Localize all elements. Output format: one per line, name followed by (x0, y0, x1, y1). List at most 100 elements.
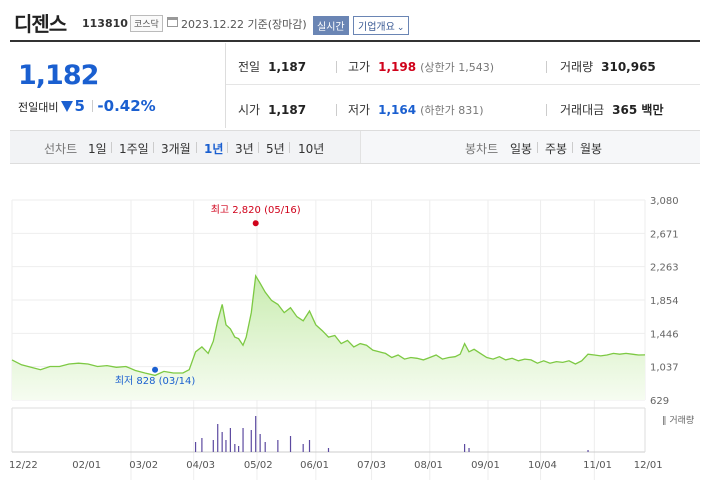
y-tick-label: 629 (650, 396, 669, 407)
y-tick-label: 2,263 (650, 263, 679, 274)
price-box: 1,182 전일대비 5 -0.42% (10, 43, 226, 128)
change-row: 전일대비 5 -0.42% (18, 97, 156, 115)
y-tick-label: 1,854 (650, 296, 679, 307)
volume-bar (289, 436, 292, 452)
realtime-button[interactable]: 실시간 (313, 16, 349, 35)
period-separator (227, 142, 228, 153)
volume-bar (277, 440, 279, 452)
period-separator (196, 142, 197, 153)
volume-bar (463, 444, 466, 452)
volume-bar (217, 424, 219, 452)
current-price: 1,182 (18, 60, 99, 91)
candle-monthly[interactable]: 월봉 (580, 142, 603, 156)
period-1w[interactable]: 1주일 (119, 142, 149, 156)
change-abs: 5 (74, 97, 85, 115)
stock-code: 113810 (82, 17, 128, 30)
max-marker (252, 220, 259, 227)
volume-bar (302, 444, 304, 452)
change-label: 전일대비 (18, 101, 59, 114)
market-badge: 코스닥 (130, 15, 163, 32)
period-separator (111, 142, 112, 153)
x-tick-label: 02/01 (72, 460, 101, 471)
candle-chart-label: 봉차트 (465, 142, 499, 156)
period-1d[interactable]: 1일 (88, 142, 107, 156)
period-separator (537, 142, 538, 153)
period-3y[interactable]: 3년 (235, 142, 254, 156)
period-5y[interactable]: 5년 (266, 142, 285, 156)
price-area (12, 275, 645, 400)
volume-bar (587, 450, 589, 452)
chevron-down-icon: ⌄ (396, 23, 405, 33)
candle-daily[interactable]: 일봉 (510, 142, 533, 156)
x-tick-label: 10/04 (528, 460, 557, 471)
volume-bar (327, 448, 330, 452)
min-marker (152, 366, 159, 373)
max-label: 최고 2,820 (05/16) (211, 204, 301, 216)
candle-weekly[interactable]: 주봉 (545, 142, 568, 156)
x-tick-label: 04/03 (186, 460, 215, 471)
candle-section (360, 131, 700, 163)
chart-markers: 최고 2,820 (05/16) 최저 828 (03/14) (115, 204, 301, 387)
y-tick-label: 2,671 (650, 229, 679, 240)
stat-low: 저가 1,164 (하한가 831) (348, 103, 484, 117)
period-separator (258, 142, 259, 153)
volume-bar (264, 442, 266, 452)
stat-separator (546, 104, 547, 116)
volume-bar (308, 440, 311, 452)
period-1y[interactable]: 1년 (204, 142, 224, 156)
stat-high: 고가 1,198 (상한가 1,543) (348, 60, 494, 74)
min-label: 최저 828 (03/14) (115, 375, 196, 387)
period-3m[interactable]: 3개월 (161, 142, 191, 156)
stat-volume: 거래량 310,965 (560, 60, 656, 74)
volume-bar (238, 446, 240, 452)
stat-separator (336, 104, 337, 116)
y-axis-labels: 3,080 2,671 2,263 1,854 1,446 1,037 629 (650, 196, 679, 407)
stat-amount: 거래대금 365 백만 (560, 103, 664, 117)
period-separator (153, 142, 154, 153)
period-bar: 선차트 1일 1주일 3개월 1년 3년 5년 10년 봉차트 일봉 주봉 월봉 (10, 130, 700, 164)
volume-bar (255, 416, 257, 452)
x-tick-label: 08/01 (414, 460, 443, 471)
volume-label: ‖ 거래량 (662, 414, 694, 426)
stats-divider (226, 84, 700, 85)
company-info-button[interactable]: 기업개요 ⌄ (353, 16, 410, 35)
volume-bar (229, 428, 231, 452)
x-tick-label: 12/01 (634, 460, 663, 471)
stock-name: 디젠스 (14, 12, 67, 36)
stat-separator (336, 61, 337, 73)
y-tick-label: 1,446 (650, 329, 679, 340)
x-tick-label: 07/03 (357, 460, 386, 471)
x-tick-label: 05/02 (244, 460, 273, 471)
volume-bar (212, 440, 214, 452)
stock-header: 디젠스 113810 코스닥 2023.12.22 기준(장마감) 실시간 기업… (0, 0, 710, 40)
volume-bar (225, 440, 227, 452)
volume-bar (234, 444, 236, 452)
change-pct: -0.42% (97, 97, 156, 115)
volume-bar (194, 442, 197, 452)
header-divider (10, 40, 700, 42)
volume-bar (250, 430, 252, 452)
stat-prev-close: 전일 1,187 (238, 60, 307, 74)
line-chart-label: 선차트 (44, 142, 78, 156)
date-text: 2023.12.22 기준(장마감) (181, 18, 307, 31)
chart-area (11, 273, 646, 400)
stat-separator (546, 61, 547, 73)
period-10y[interactable]: 10년 (298, 142, 325, 156)
x-tick-label: 03/02 (129, 460, 158, 471)
volume-bar (201, 438, 203, 452)
volume-bar (221, 432, 223, 452)
volume-bar (468, 448, 470, 452)
change-separator (92, 100, 94, 112)
period-separator (572, 142, 573, 153)
price-line (11, 273, 646, 377)
volume-bar (259, 434, 261, 452)
y-tick-label: 3,080 (650, 196, 679, 207)
x-tick-label: 12/22 (9, 460, 38, 471)
x-axis-labels: 12/22 02/01 03/02 04/03 05/02 06/01 07/03 08/01… (9, 460, 663, 471)
x-tick-label: 11/01 (583, 460, 612, 471)
period-separator (289, 142, 290, 153)
volume-bar (242, 428, 244, 452)
volume-bars: ‖ 거래량 (194, 414, 694, 452)
x-tick-label: 09/01 (471, 460, 500, 471)
